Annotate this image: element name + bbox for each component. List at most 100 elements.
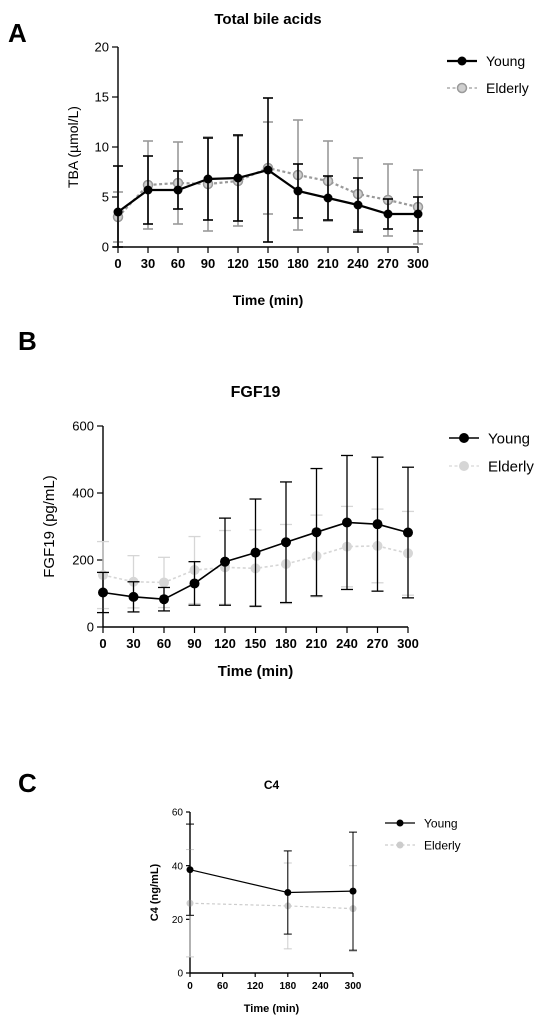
panel-a-series-young-point — [353, 200, 363, 210]
panel-b-series-young-point — [128, 591, 139, 602]
panel-b-x-tick-label: 240 — [336, 636, 358, 651]
panel-b-series-young-point — [98, 587, 108, 598]
panel-a-x-tick-label: 300 — [407, 256, 429, 271]
panel-b-x-tick-label: 120 — [214, 636, 236, 651]
panel-a-y-tick-label: 10 — [95, 140, 109, 155]
panel-b-series-young-point — [403, 527, 413, 538]
panel-a-x-tick-label: 210 — [317, 256, 339, 271]
panel-a-x-tick-label: 270 — [377, 256, 399, 271]
panel-b-y-axis-label: FGF19 (pg/mL) — [41, 475, 58, 578]
panel-a-x-tick-label: 30 — [141, 256, 155, 271]
panel-c-y-axis-label: C4 (ng/mL) — [149, 863, 161, 921]
chart-panel-c: C4 0 20 40 60 0 60 120 180 240 300 Time (min) C4 (ng… — [149, 778, 461, 1015]
panel-b-x-tick-label: 270 — [367, 636, 389, 651]
panel-b-series-young-point — [250, 547, 261, 558]
panel-b-x-tick-label: 300 — [397, 636, 419, 651]
panel-c-series-young — [186, 823, 357, 951]
panel-b-x-tick-label: 30 — [126, 636, 140, 651]
panel-a-x-tick-label: 180 — [287, 256, 309, 271]
panel-b-x-axis-label: Time (min) — [218, 663, 294, 680]
panel-b-y-tick-label: 0 — [87, 620, 94, 635]
panel-c-y-tick-label: 0 — [177, 969, 183, 980]
panel-c-y-tick-label: 60 — [172, 808, 184, 819]
panel-c-title: C4 — [264, 778, 280, 792]
panel-c-x-tick-label: 120 — [247, 981, 264, 992]
panel-b-title: FGF19 — [231, 384, 281, 401]
panel-a-y-tick-label: 0 — [102, 240, 109, 255]
panel-c-x-tick-label: 300 — [345, 981, 362, 992]
panel-b-series-young-point — [342, 517, 352, 528]
panel-a-legend-young-label: Young — [486, 53, 525, 69]
panel-a-series-young — [113, 97, 423, 248]
panel-c-series-young-point — [284, 889, 292, 896]
panel-a-legend-elderly-marker — [456, 82, 468, 94]
panel-c-x-tick-label: 60 — [217, 981, 229, 992]
panel-letter-a: A — [8, 18, 27, 48]
panel-c-legend-young-marker — [396, 819, 404, 827]
panel-a-legend-young-marker — [457, 56, 467, 66]
panel-a-x-tick-label: 150 — [257, 256, 279, 271]
panel-b-series-young-point — [220, 556, 230, 567]
panel-b-legend-elderly-marker — [459, 461, 469, 471]
panel-a-y-tick-label: 5 — [102, 190, 109, 205]
panel-a-y-axis-label: TBA (µmol/L) — [65, 106, 81, 188]
panel-b-x-tick-label: 60 — [157, 636, 171, 651]
panel-a-series-young-point — [383, 209, 393, 219]
panel-a-series-young-point — [143, 185, 153, 195]
panel-a-series-young-point — [413, 209, 423, 219]
panel-a-series-young-point — [293, 186, 303, 196]
panel-a-y-tick-label: 15 — [95, 90, 109, 105]
panel-b-x-tick-label: 150 — [245, 636, 267, 651]
chart-panel-a: Total bile acids 0 5 10 15 20 0 30 60 90 120 150 180… — [65, 11, 529, 308]
panel-a-legend-elderly-label: Elderly — [486, 80, 529, 96]
panel-c-legend-elderly-label: Elderly — [424, 838, 461, 852]
panel-c-series-young-line — [189, 869, 354, 894]
panel-a-x-tick-label: 120 — [227, 256, 249, 271]
panel-b-x-tick-label: 210 — [306, 636, 328, 651]
panel-b-y-tick-label: 200 — [72, 553, 94, 568]
panel-b-legend-elderly-label: Elderly — [488, 458, 534, 475]
panel-c-x-tick-label: 180 — [279, 981, 296, 992]
panel-letter-c: C — [18, 768, 37, 798]
panel-b-series-young-point — [159, 594, 169, 605]
panel-c-x-tick-label: 240 — [312, 981, 329, 992]
panel-b-series-elderly-point — [159, 577, 169, 588]
panel-b-series-young-point — [372, 519, 383, 530]
panel-c-legend-young-label: Young — [424, 816, 458, 830]
panel-b-x-tick-label: 0 — [99, 636, 106, 651]
panel-c-series-elderly — [186, 849, 357, 958]
panel-a-x-tick-label: 90 — [201, 256, 215, 271]
panel-a-x-tick-label: 60 — [171, 256, 185, 271]
panel-c-series-elderly-line — [189, 902, 354, 910]
panel-b-y-tick-label: 600 — [72, 419, 94, 434]
panel-a-x-tick-label: 240 — [347, 256, 369, 271]
panel-a-series-young-point — [113, 207, 123, 217]
panel-b-x-tick-label: 180 — [275, 636, 297, 651]
panel-c-x-axis-label: Time (min) — [244, 1003, 300, 1015]
panel-c-x-tick-label: 0 — [187, 981, 193, 992]
panel-a-x-axis-label: Time (min) — [233, 292, 304, 308]
panel-c-series-young-point — [186, 866, 194, 874]
panel-a-y-tick-label: 20 — [95, 40, 109, 55]
panel-b-series-young — [97, 454, 414, 614]
panel-a-title: Total bile acids — [214, 11, 321, 28]
panel-b-series-young-point — [281, 537, 291, 548]
panel-a-series-young-point — [173, 185, 183, 195]
panel-a-series-young-point — [233, 173, 243, 183]
panel-b-series-young-point — [311, 527, 322, 538]
chart-panel-b: FGF19 0 200 400 600 0 30 60 90 120 150 180 210 240 270… — [41, 384, 534, 680]
panel-c-y-tick-label: 40 — [172, 861, 184, 872]
panel-letter-b: B — [18, 326, 37, 356]
panel-a-series-young-point — [263, 165, 273, 175]
panel-a-x-tick-label: 0 — [114, 256, 121, 271]
panel-b-series-young-point — [189, 578, 200, 589]
panel-c-legend-elderly-marker — [396, 841, 404, 849]
panel-b-legend-young-label: Young — [488, 430, 530, 447]
panel-c-y-tick-label: 20 — [172, 915, 184, 926]
panel-b-x-tick-label: 90 — [187, 636, 201, 651]
panel-b-legend-young-marker — [459, 433, 469, 443]
panel-b-y-tick-label: 400 — [72, 486, 94, 501]
panel-a-series-young-point — [203, 174, 213, 184]
panel-c-series-young-point — [349, 887, 357, 895]
